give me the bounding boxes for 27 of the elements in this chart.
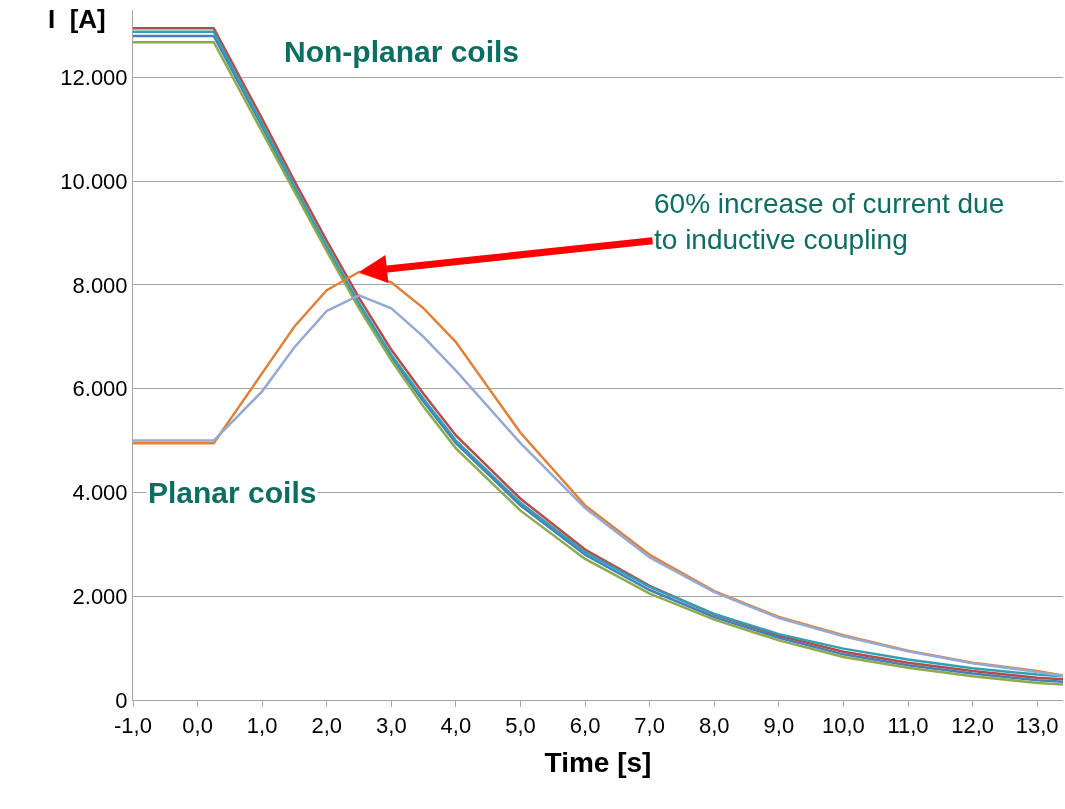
y-tick-label: 2.000 bbox=[72, 583, 128, 609]
x-tick-label: 6,0 bbox=[569, 713, 601, 739]
x-tick-label: 7,0 bbox=[634, 713, 665, 739]
annotation: 60% increase of current due to inductive coupling bbox=[654, 188, 1005, 256]
x-tick-label: 8,0 bbox=[698, 713, 730, 739]
x-tick-label: 3,0 bbox=[376, 713, 407, 739]
y-tick-label: 0 bbox=[115, 687, 128, 713]
y-tick-label: 10.000 bbox=[60, 168, 128, 194]
x-tick-label: 11,0 bbox=[887, 713, 929, 739]
y-axis-title: I [A] bbox=[48, 4, 106, 34]
y-tick-label: 8.000 bbox=[72, 272, 128, 298]
x-tick-label: 9,0 bbox=[763, 713, 795, 739]
y-tick-label: 6.000 bbox=[72, 376, 128, 402]
annotation: Planar coils bbox=[148, 476, 317, 509]
x-tick-label: 5,0 bbox=[505, 713, 536, 739]
x-tick-label: 12,0 bbox=[951, 713, 994, 739]
x-tick-label: 10,0 bbox=[822, 713, 865, 739]
y-tick-label: 4.000 bbox=[72, 480, 128, 506]
x-tick-label: 13,0 bbox=[1015, 713, 1059, 739]
x-tick-label: 4,0 bbox=[440, 713, 472, 739]
x-axis-title: Time [s] bbox=[544, 746, 652, 778]
x-tick-label: -1,0 bbox=[114, 713, 152, 739]
y-tick-label: 12.000 bbox=[60, 65, 128, 91]
x-tick-label: 0,0 bbox=[182, 713, 213, 739]
x-tick-label: 1,0 bbox=[246, 713, 278, 739]
annotation: Non-planar coils bbox=[284, 35, 520, 68]
x-tick-label: 2,0 bbox=[311, 713, 343, 739]
